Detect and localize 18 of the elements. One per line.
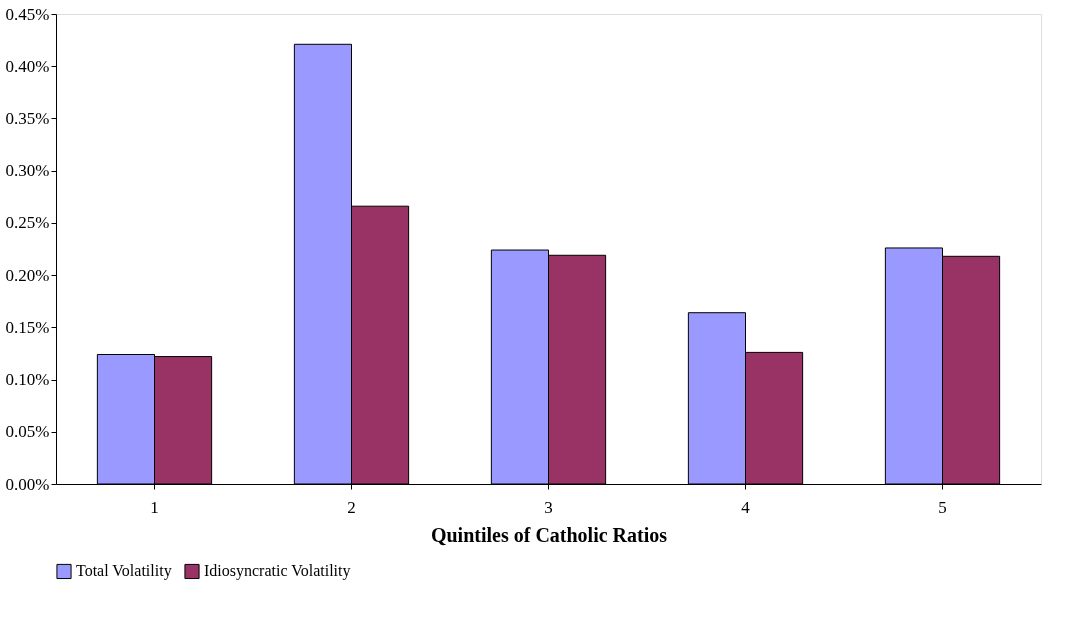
y-tick-label: 0.00% (5, 474, 50, 494)
x-axis-title: Quintiles of Catholic Ratios (430, 523, 668, 546)
legend-label: Idiosyncratic Volatility (204, 562, 351, 581)
y-tick-label: 0.15% (5, 317, 50, 337)
x-tick-label: 3 (544, 497, 553, 517)
x-tick-label: 4 (741, 497, 751, 517)
x-tick-label: 5 (938, 497, 947, 517)
y-tick-label: 0.35% (5, 108, 50, 128)
y-tick-label: 0.05% (5, 422, 50, 442)
legend-label: Total Volatility (76, 562, 172, 581)
y-tick-label: 0.45% (5, 4, 50, 24)
y-tick-label: 0.30% (5, 161, 50, 181)
x-tick-label: 2 (347, 497, 356, 517)
x-tick-label: 1 (150, 497, 159, 517)
y-tick-label: 0.10% (5, 370, 50, 390)
y-tick-label: 0.20% (5, 265, 50, 285)
y-tick-label: 0.40% (5, 56, 50, 76)
y-tick-label: 0.25% (5, 213, 50, 233)
